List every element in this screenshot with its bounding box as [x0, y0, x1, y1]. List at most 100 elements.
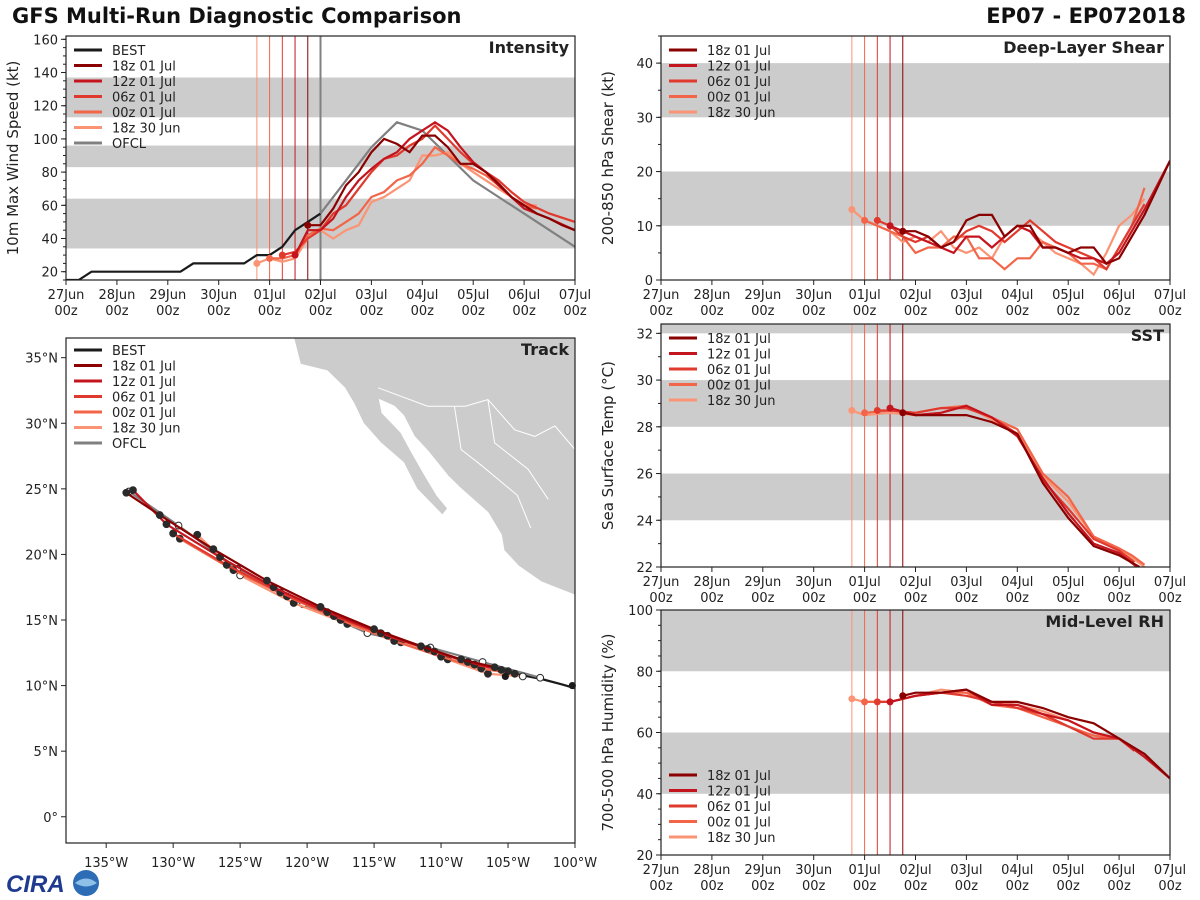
shear-ytick-label: 0: [645, 274, 653, 289]
rh-ytick-label: 60: [636, 727, 653, 742]
track-xtick-label: 105°W: [486, 856, 530, 871]
shear-xtick-date: 30Jun: [795, 288, 832, 303]
shear-init-marker: [886, 222, 894, 230]
track-panel: [61, 337, 576, 848]
rh-xtick-hour: 00z: [955, 879, 979, 894]
shear-legend-label: 06z 01 Jul: [707, 75, 771, 90]
intensity-ylabel: 10m Max Wind Speed (kt): [4, 61, 22, 256]
shear-ytick-label: 30: [636, 111, 653, 126]
intensity-xtick-hour: 00z: [309, 304, 333, 319]
track-marker: [209, 545, 218, 554]
intensity-xtick-hour: 00z: [258, 304, 282, 319]
intensity-init-marker: [304, 221, 312, 229]
cira-logo: CIRA: [6, 870, 99, 898]
sst-xtick-hour: 00z: [1158, 591, 1182, 606]
rh-title: Mid-Level RH: [1045, 612, 1164, 631]
figure-title: GFS Multi-Run Diagnostic Comparison: [12, 4, 462, 28]
sst-xtick-date: 02Jul: [899, 575, 931, 590]
track-legend-label: 18z 01 Jul: [112, 360, 176, 375]
shear-ytick-label: 40: [636, 57, 653, 72]
rh-ylabel: 700-500 hPa Humidity (%): [599, 633, 617, 831]
intensity-legend-label: 18z 01 Jul: [112, 60, 176, 75]
shear-xtick-hour: 00z: [955, 304, 979, 319]
intensity-legend-label: OFCL: [112, 137, 147, 152]
cira-logo-text: CIRA: [6, 871, 65, 898]
sst-xtick-date: 28Jun: [693, 575, 730, 590]
sst-title: SST: [1131, 326, 1164, 345]
shear-xtick-hour: 00z: [649, 304, 673, 319]
sst-init-marker: [861, 409, 869, 417]
sst-init-marker: [848, 406, 856, 414]
rh-xtick-date: 05Jul: [1052, 863, 1084, 878]
state-border: [487, 399, 549, 500]
globe-swirl-icon: [75, 878, 97, 887]
shear-xtick-date: 06Jul: [1103, 288, 1135, 303]
intensity-ytick-label: 140: [33, 67, 58, 82]
shear-xtick-date: 29Jun: [744, 288, 781, 303]
track-xtick-label: 120°W: [285, 856, 329, 871]
state-border: [453, 406, 532, 529]
track-xtick-label: 135°W: [84, 856, 128, 871]
rh-init-marker: [886, 698, 894, 706]
sst-xtick-hour: 00z: [700, 591, 724, 606]
track-ytick-label: 20°N: [25, 548, 58, 563]
sst-xtick-hour: 00z: [1107, 591, 1131, 606]
track-legend-label: 12z 01 Jul: [112, 375, 176, 390]
sst-xtick-date: 06Jul: [1103, 575, 1135, 590]
sst-xtick-hour: 00z: [1057, 591, 1081, 606]
intensity-xtick-hour: 00z: [360, 304, 384, 319]
sst-band: [661, 473, 1170, 521]
intensity-ytick-label: 40: [41, 233, 58, 248]
sst-xtick-date: 30Jun: [795, 575, 832, 590]
sst-xtick-hour: 00z: [751, 591, 775, 606]
sst-legend-label: 00z 01 Jul: [707, 379, 771, 394]
sst-band: [661, 380, 1170, 427]
intensity-xtick-hour: 00z: [156, 304, 180, 319]
state-border: [377, 387, 575, 450]
rh-init-marker: [873, 698, 881, 706]
rh-band: [661, 732, 1170, 794]
intensity-series-run_18z01: [307, 134, 575, 232]
shear-band: [661, 171, 1170, 226]
best-track-marker: [501, 672, 509, 681]
rh-xtick-hour: 00z: [802, 879, 826, 894]
sst-legend-label: 18z 01 Jul: [707, 332, 771, 347]
sst-ytick-label: 24: [636, 514, 653, 529]
track-marker: [370, 625, 378, 634]
sst-xtick-hour: 00z: [802, 591, 826, 606]
track-ytick-label: 35°N: [25, 352, 58, 367]
shear-xtick-date: 01Jul: [848, 288, 880, 303]
rh-ytick-label: 40: [636, 788, 653, 803]
sst-xtick-hour: 00z: [904, 591, 928, 606]
intensity-xtick-date: 05Jul: [457, 288, 489, 303]
track-marker: [169, 529, 178, 538]
rh-band: [661, 610, 1170, 672]
intensity-xtick-date: 02Jul: [304, 288, 336, 303]
rh-xtick-hour: 00z: [751, 879, 775, 894]
storm-id: EP07 - EP072018: [986, 4, 1186, 28]
sst-ytick-label: 22: [636, 561, 653, 576]
shear-xtick-date: 27Jun: [643, 288, 680, 303]
track-ytick-label: 5°N: [34, 745, 59, 760]
intensity-legend-label: 00z 01 Jul: [112, 106, 176, 121]
intensity-xtick-hour: 00z: [54, 304, 78, 319]
track-marker: [518, 672, 527, 681]
rh-series-run_18z01: [902, 688, 1170, 780]
sst-init-marker: [899, 409, 907, 417]
track-marker: [155, 511, 164, 519]
intensity-xtick-date: 06Jul: [508, 288, 540, 303]
track-marker: [510, 669, 519, 678]
rh-legend-label: 18z 30 Jun: [707, 831, 776, 846]
intensity-init-marker: [291, 251, 299, 259]
shear-series-run_00z01: [864, 187, 1146, 271]
intensity-legend-label: 18z 30 Jun: [112, 122, 181, 137]
sst-xtick-date: 27Jun: [643, 575, 680, 590]
rh-legend-label: 12z 01 Jul: [707, 785, 771, 800]
shear-xtick-hour: 00z: [751, 304, 775, 319]
track-marker: [457, 655, 466, 664]
best-track-marker: [568, 681, 576, 690]
shear-init-marker: [848, 206, 856, 214]
shear-xtick-date: 28Jun: [693, 288, 730, 303]
shear-panel: [656, 35, 1171, 285]
